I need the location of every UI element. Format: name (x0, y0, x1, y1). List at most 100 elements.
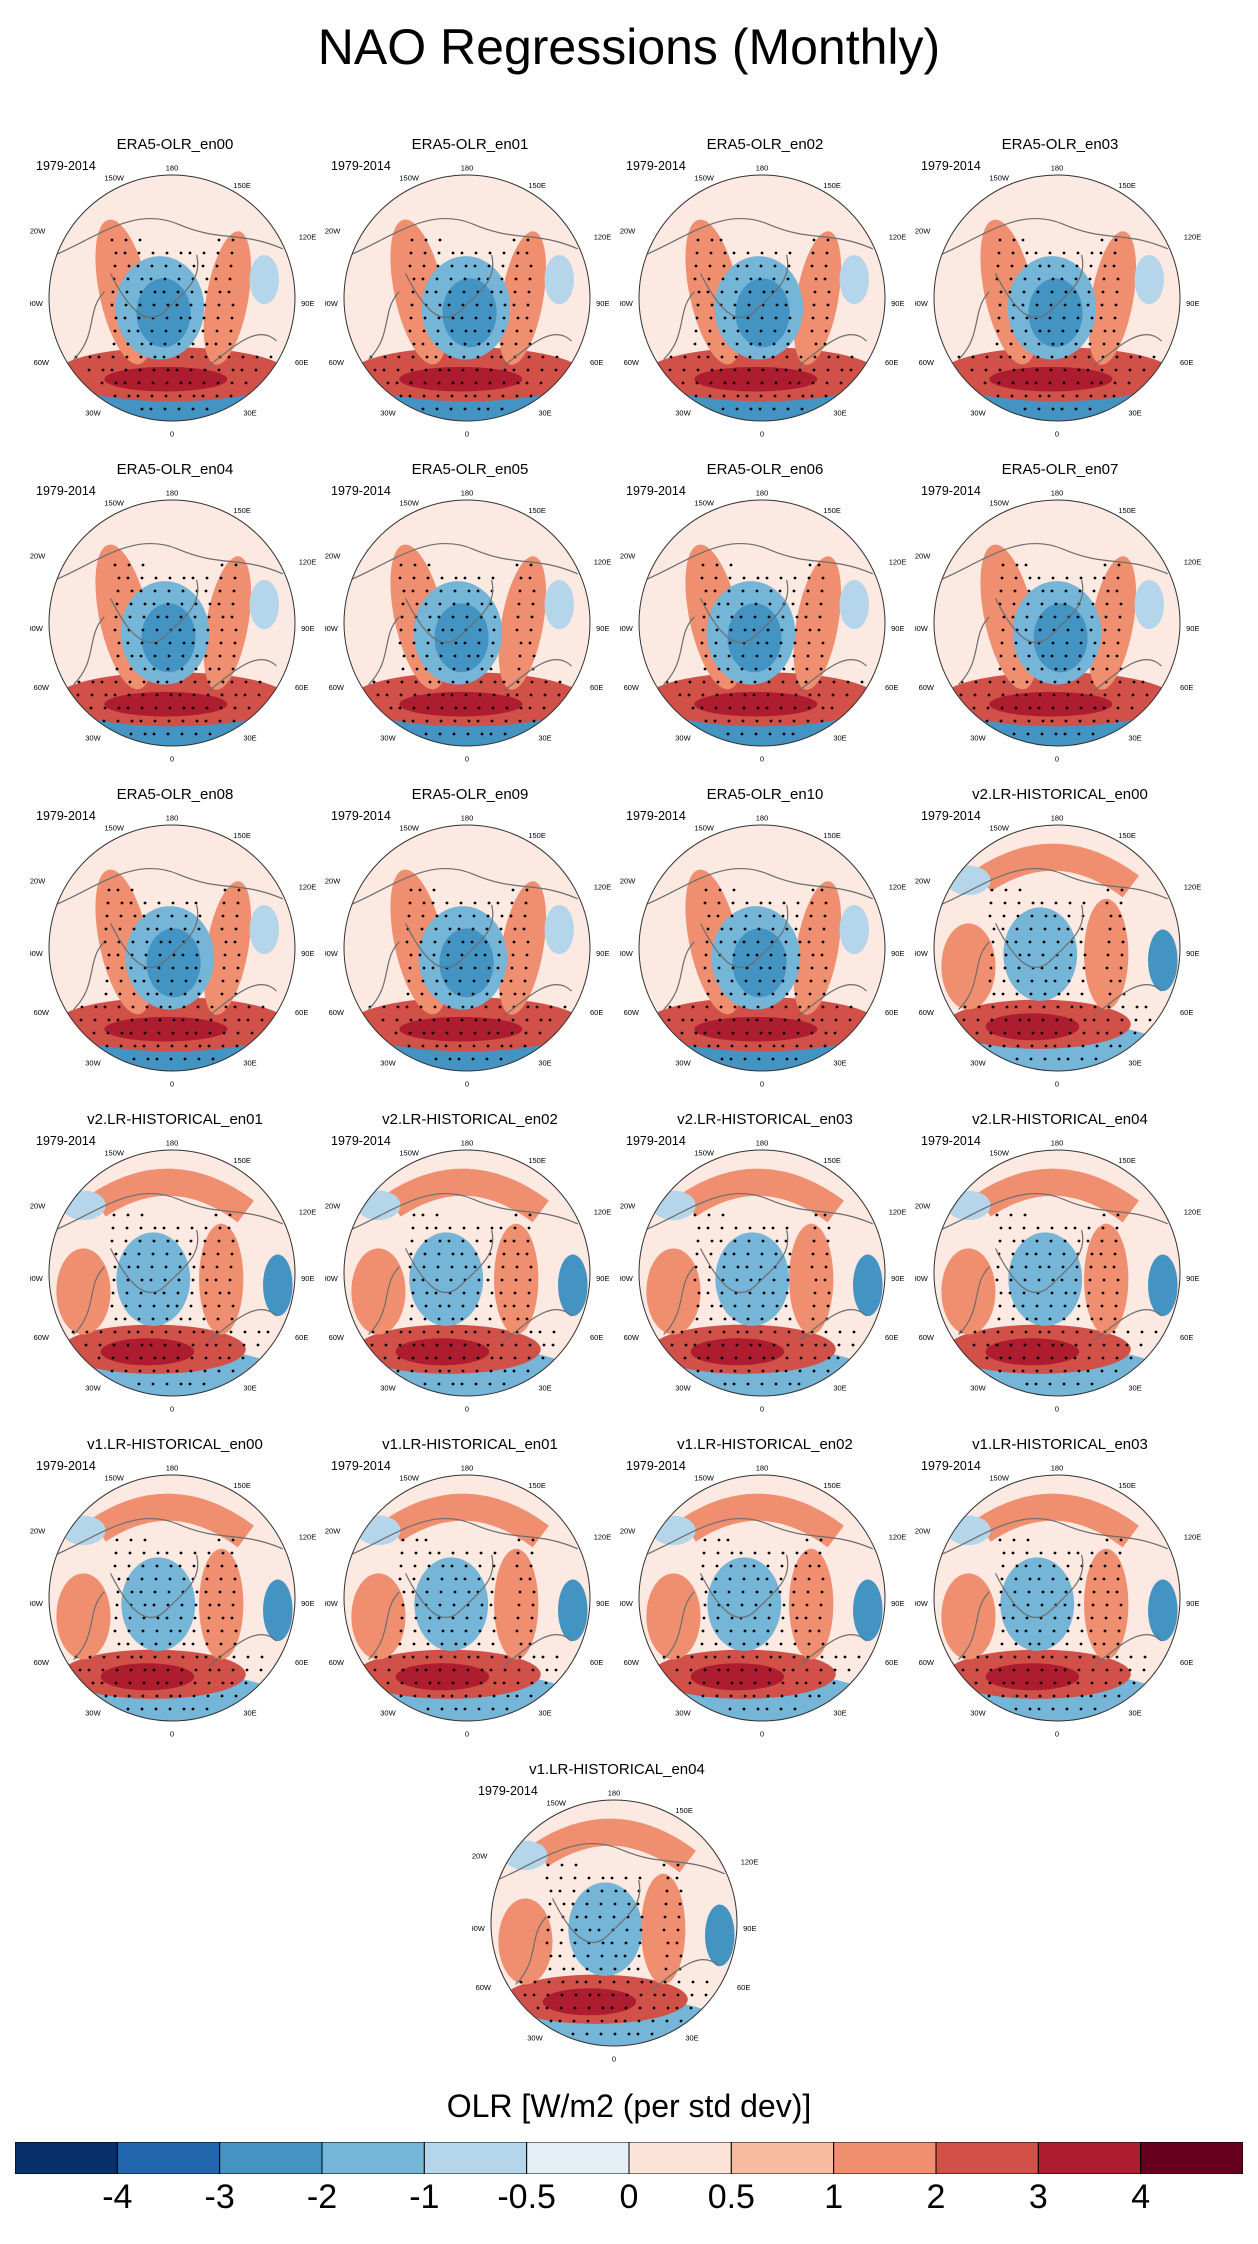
stippling (962, 888, 1152, 1061)
lon-label-upper-left: 120W (915, 1201, 931, 1210)
regression-panel: 180 150W 150E 120W 120E 90W 90E 60W 60E 30W 30E 0 v1… (472, 1761, 762, 2071)
lon-label-lower-left: 60W (34, 358, 50, 367)
lon-label-top: 180 (461, 814, 474, 823)
lon-label-top: 180 (756, 489, 769, 498)
regression-panel: 180 150W 150E 120W 120E 90W 90E 60W 60E 30W 30E 0 ER… (30, 136, 320, 446)
lon-label-lower-right: 60E (295, 358, 308, 367)
lon-label-upper-left: 120W (915, 1526, 931, 1535)
east-positive-arm (1084, 898, 1129, 1010)
lon-label-lower-left: 60W (329, 1008, 345, 1017)
colorbar-segment (219, 2142, 323, 2174)
lon-label-top-left: 150W (104, 1148, 125, 1157)
polar-negative-center (1003, 907, 1078, 1001)
lon-label-lower-left: 60W (329, 1658, 345, 1667)
lon-label-bottom: 0 (1055, 429, 1059, 438)
lon-label-bottom-right: 30E (243, 408, 256, 417)
east-positive-arm (203, 231, 252, 365)
coastlines (644, 1518, 873, 1667)
atlantic-positive-core (985, 1338, 1080, 1366)
lon-label-upper-left: 120W (325, 876, 341, 885)
olr-field (49, 1475, 295, 1721)
lon-label-lower-left: 60W (919, 1333, 935, 1342)
east-negative-patch (839, 904, 870, 955)
panel-title: ERA5-OLR_en09 (411, 786, 529, 803)
lon-label-left: 90W (325, 1599, 339, 1608)
polar-negative-center (116, 1232, 191, 1326)
panel-period: 1979-2014 (626, 809, 686, 823)
lon-label-top: 180 (166, 164, 179, 173)
map-border (343, 499, 591, 747)
colorbar-tick-label: 0.5 (707, 2178, 755, 2216)
stippling (372, 563, 562, 736)
lon-label-bottom-right: 30E (538, 733, 551, 742)
lon-label-lower-left: 60W (34, 1333, 50, 1342)
lon-label-bottom-left: 30W (85, 1383, 101, 1392)
coastlines (54, 1193, 283, 1342)
lon-label-bottom: 0 (170, 1079, 174, 1088)
lon-label-bottom-left: 30W (380, 408, 396, 417)
lon-label-top-right: 150E (1118, 506, 1136, 515)
polar-map: 180 150W 150E 120W 120E 90W 90E 60W 60E 30W 30E 0 (325, 164, 611, 439)
lon-label-upper-left: 120W (620, 876, 636, 885)
olr-field (639, 500, 885, 746)
atlantic-positive-core (985, 1663, 1080, 1691)
lon-label-bottom: 0 (760, 1729, 764, 1738)
pacific-positive-arc (90, 1493, 254, 1548)
lon-label-left: 90W (325, 1274, 339, 1283)
colorbar (15, 2142, 1243, 2174)
lon-label-top-right: 150E (823, 181, 841, 190)
regression-panel: 180 150W 150E 120W 120E 90W 90E 60W 60E 30W 30E 0 v2… (915, 786, 1205, 1096)
stippling (961, 1538, 1147, 1711)
lon-label-bottom-left: 30W (380, 1058, 396, 1067)
lon-label-bottom-left: 30W (675, 1708, 691, 1717)
lon-label-bottom-right: 30E (538, 1383, 551, 1392)
lon-label-top-right: 150E (528, 181, 546, 190)
lon-label-lower-left: 60W (34, 683, 50, 692)
atlantic-positive-core (395, 1663, 490, 1691)
lon-label-lower-left: 60W (624, 1333, 640, 1342)
regression-panel: 180 150W 150E 120W 120E 90W 90E 60W 60E 30W 30E 0 v1… (915, 1436, 1205, 1746)
lon-label-upper-right: 120E (1184, 883, 1202, 892)
colorbar-segment (935, 2142, 1039, 2174)
polar-map: 180 150W 150E 120W 120E 90W 90E 60W 60E 30W 30E 0 (620, 1464, 906, 1739)
panel-title: v2.LR-HISTORICAL_en03 (677, 1111, 853, 1128)
coastlines (939, 543, 1168, 692)
lon-label-bottom-left: 30W (380, 733, 396, 742)
atlantic-positive-core (694, 366, 818, 392)
panel-period: 1979-2014 (478, 1784, 538, 1798)
map-border (343, 174, 591, 422)
lon-label-right: 90E (1186, 624, 1199, 633)
regression-panel: 180 150W 150E 120W 120E 90W 90E 60W 60E 30W 30E 0 ER… (620, 461, 910, 771)
atlantic-positive-core (542, 1988, 637, 2016)
lon-label-right: 90E (596, 624, 609, 633)
coastlines (939, 218, 1168, 367)
west-positive-lobe (941, 923, 996, 1010)
polar-negative-core (735, 278, 790, 348)
map-border (490, 1799, 738, 2047)
lon-label-right: 90E (301, 949, 314, 958)
lon-label-upper-left: 120W (30, 551, 46, 560)
polar-map: 180 150W 150E 120W 120E 90W 90E 60W 60E 30W 30E 0 (30, 1464, 316, 1739)
lon-label-right: 90E (301, 1599, 314, 1608)
lon-label-top: 180 (1051, 164, 1064, 173)
lon-label-lower-right: 60E (590, 1658, 603, 1667)
lon-label-top-left: 150W (694, 1473, 715, 1482)
map-border (48, 499, 296, 747)
colorbar-tick-label: 0 (619, 2178, 639, 2216)
lon-label-lower-left: 60W (329, 683, 345, 692)
polar-map: 180 150W 150E 120W 120E 90W 90E 60W 60E 30W 30E 0 (30, 489, 316, 764)
lon-label-bottom-left: 30W (85, 1058, 101, 1067)
panel-title: ERA5-OLR_en10 (706, 786, 824, 803)
lon-label-upper-right: 120E (741, 1858, 759, 1867)
lon-label-top: 180 (1051, 1139, 1064, 1148)
lon-label-upper-left: 120W (325, 551, 341, 560)
colorbar-segment (15, 2142, 118, 2174)
atlantic-positive-core (395, 1338, 490, 1366)
east-negative-patch (249, 254, 280, 305)
panel-title: v1.LR-HISTORICAL_en03 (972, 1436, 1148, 1453)
lon-label-top-right: 150E (823, 1156, 841, 1165)
east-negative-patch (1148, 1579, 1178, 1642)
colorbar-segment (730, 2142, 835, 2174)
lon-label-right: 90E (596, 1274, 609, 1283)
lon-label-upper-left: 120W (325, 1201, 341, 1210)
